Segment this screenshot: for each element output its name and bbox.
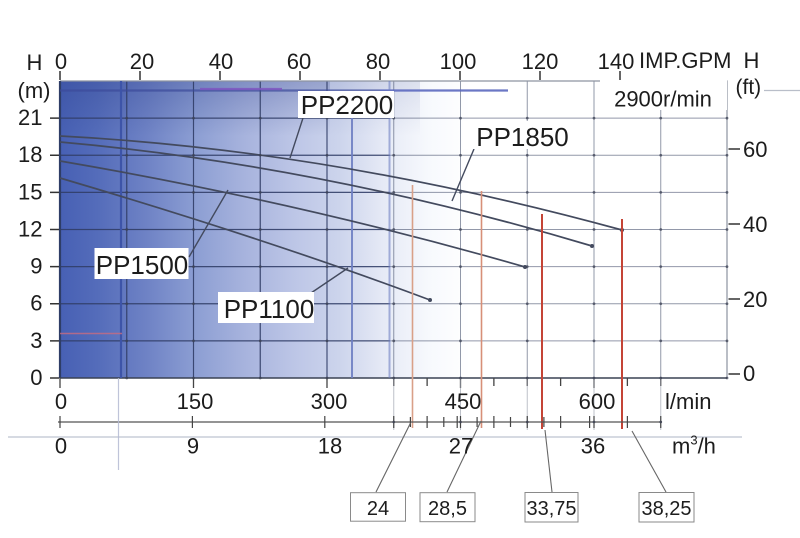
svg-text:PP2200: PP2200: [301, 90, 394, 120]
svg-text:0: 0: [55, 49, 67, 74]
svg-text:PP1850: PP1850: [476, 122, 569, 152]
svg-text:(m): (m): [18, 78, 51, 103]
svg-text:140: 140: [598, 49, 635, 74]
svg-text:9: 9: [187, 434, 199, 459]
svg-text:0: 0: [743, 361, 755, 386]
svg-text:60: 60: [287, 49, 311, 74]
svg-text:0: 0: [30, 365, 42, 390]
svg-text:12: 12: [18, 216, 42, 241]
svg-text:300: 300: [311, 389, 348, 414]
svg-text:38,25: 38,25: [641, 498, 691, 520]
svg-text:H: H: [27, 50, 43, 75]
svg-text:27: 27: [449, 434, 473, 459]
svg-text:18: 18: [318, 434, 342, 459]
svg-text:2900r/min: 2900r/min: [614, 87, 712, 112]
svg-text:150: 150: [177, 389, 214, 414]
svg-text:28,5: 28,5: [428, 498, 467, 520]
svg-text:6: 6: [30, 291, 42, 316]
svg-text:0: 0: [55, 434, 67, 459]
svg-text:40: 40: [743, 212, 767, 237]
svg-text:80: 80: [366, 49, 390, 74]
svg-text:PP1100: PP1100: [224, 294, 315, 324]
svg-text:3: 3: [30, 328, 42, 353]
svg-text:IMP.GPM: IMP.GPM: [639, 48, 732, 73]
svg-text:(ft): (ft): [736, 76, 762, 99]
svg-text:24: 24: [367, 498, 389, 520]
svg-text:120: 120: [522, 49, 559, 74]
svg-text:21: 21: [18, 105, 42, 130]
svg-text:20: 20: [130, 49, 154, 74]
svg-text:600: 600: [579, 389, 616, 414]
svg-text:9: 9: [30, 254, 42, 279]
svg-text:33,75: 33,75: [526, 498, 576, 520]
svg-text:18: 18: [18, 142, 42, 167]
svg-text:H: H: [744, 48, 760, 73]
svg-text:60: 60: [743, 137, 767, 162]
svg-text:15: 15: [18, 179, 42, 204]
svg-text:36: 36: [581, 434, 605, 459]
svg-text:20: 20: [743, 287, 767, 312]
svg-text:PP1500: PP1500: [96, 250, 189, 280]
svg-text:450: 450: [445, 389, 482, 414]
svg-text:0: 0: [55, 389, 67, 414]
svg-text:100: 100: [440, 49, 477, 74]
svg-text:40: 40: [209, 49, 233, 74]
svg-text:l/min: l/min: [665, 389, 711, 414]
